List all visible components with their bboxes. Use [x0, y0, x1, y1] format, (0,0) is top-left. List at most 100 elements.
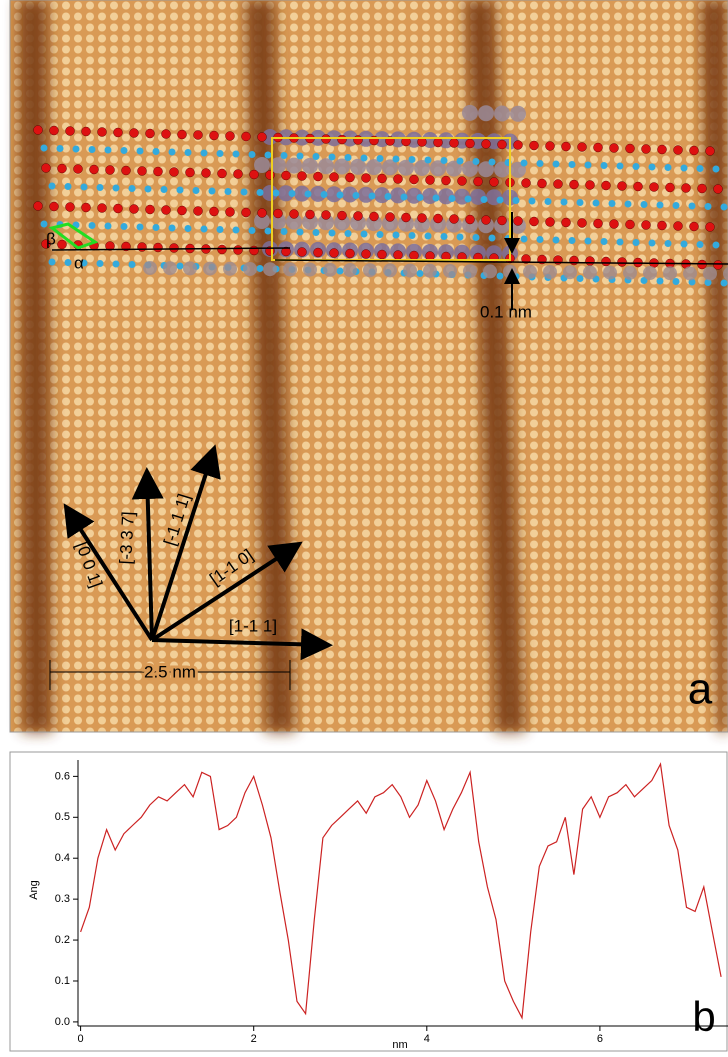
atom — [49, 183, 56, 190]
atom — [457, 158, 464, 165]
x-tick-label: 0 — [78, 1033, 84, 1045]
atom — [257, 189, 264, 196]
atom — [346, 249, 355, 258]
atom — [514, 217, 523, 226]
atom — [423, 264, 437, 278]
atom — [553, 237, 560, 244]
atom — [462, 105, 478, 121]
atom — [283, 262, 297, 276]
atom — [154, 167, 163, 176]
atom — [234, 170, 243, 179]
atom — [490, 254, 499, 263]
atom — [617, 239, 624, 246]
atom — [354, 212, 363, 221]
atom — [522, 179, 531, 188]
atom — [561, 199, 568, 206]
atom — [402, 213, 411, 222]
atom — [673, 202, 680, 209]
atom — [363, 263, 377, 277]
atom — [90, 165, 99, 174]
atom — [105, 147, 112, 154]
atom — [137, 148, 144, 155]
atom — [137, 224, 144, 231]
atom — [481, 196, 488, 203]
atom — [697, 241, 704, 248]
atom — [577, 199, 584, 206]
atom — [721, 280, 728, 287]
y-tick-label: 0.1 — [55, 975, 70, 987]
atom — [498, 140, 507, 149]
atom — [345, 230, 352, 237]
atom — [34, 202, 43, 211]
atom — [417, 194, 424, 201]
scale-bar-label: 2.5 nm — [144, 662, 196, 681]
atom — [521, 236, 528, 243]
atom — [298, 248, 307, 257]
atom — [170, 168, 179, 177]
atom — [97, 184, 104, 191]
atom — [330, 249, 339, 258]
atom — [714, 185, 723, 194]
atom — [105, 223, 112, 230]
atom — [663, 266, 677, 280]
atom — [658, 221, 667, 230]
atom — [273, 190, 280, 197]
atom — [362, 250, 371, 259]
atom — [494, 106, 510, 122]
atom — [482, 216, 491, 225]
atom — [185, 149, 192, 156]
atom — [114, 204, 123, 213]
atom — [530, 141, 539, 150]
atom — [178, 206, 187, 215]
atom — [161, 186, 168, 193]
atom — [289, 190, 296, 197]
atom — [690, 146, 699, 155]
atom — [625, 201, 632, 208]
x-axis-label: nm — [392, 1039, 407, 1051]
atom — [169, 149, 176, 156]
atom — [65, 259, 72, 266]
atom — [233, 151, 240, 158]
atom — [698, 184, 707, 193]
atom — [378, 250, 387, 259]
beta-label: β — [46, 229, 56, 248]
x-tick-label: 6 — [597, 1033, 603, 1045]
atom — [714, 261, 723, 270]
atom — [546, 218, 555, 227]
atom — [346, 173, 355, 182]
atom — [537, 160, 544, 167]
atom — [258, 133, 267, 142]
atom — [489, 235, 496, 242]
atom — [266, 171, 275, 180]
atom — [322, 211, 331, 220]
atom — [106, 166, 115, 175]
atom — [569, 237, 576, 244]
atom — [473, 234, 480, 241]
atom — [234, 246, 243, 255]
atom — [618, 182, 627, 191]
atom — [177, 187, 184, 194]
atom — [321, 191, 328, 198]
alpha-label: α — [74, 253, 84, 272]
atom — [377, 155, 384, 162]
atom — [489, 159, 496, 166]
atom — [657, 278, 664, 285]
atom — [418, 214, 427, 223]
atom — [383, 263, 397, 277]
atom — [89, 146, 96, 153]
atom — [425, 233, 432, 240]
atom — [674, 146, 683, 155]
atom — [337, 268, 344, 275]
atom — [633, 163, 640, 170]
atom — [170, 244, 179, 253]
atom — [523, 265, 537, 279]
atom — [577, 275, 584, 282]
atom — [617, 163, 624, 170]
atom — [337, 192, 344, 199]
atom — [601, 162, 608, 169]
atom — [657, 202, 664, 209]
atom — [290, 210, 299, 219]
atom — [705, 203, 712, 210]
y-tick-label: 0.0 — [55, 1016, 70, 1028]
atom — [41, 145, 48, 152]
